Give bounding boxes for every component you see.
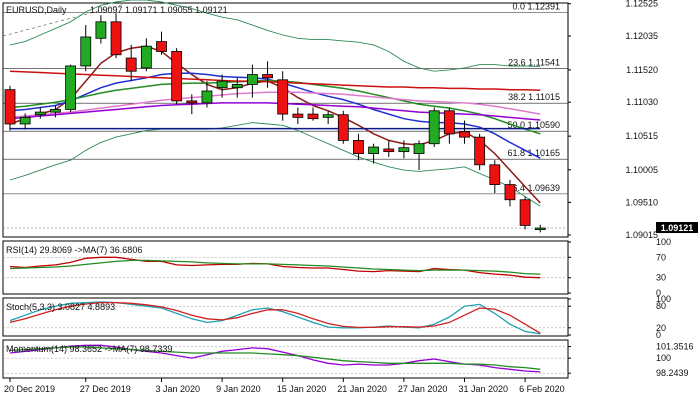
price-tick-label: 1.09015	[625, 230, 658, 240]
price-tick-label: 1.11030	[626, 97, 658, 107]
stoch-tick-label: 80	[656, 301, 666, 311]
price-tick-label: 1.12525	[625, 0, 658, 9]
rsi-tick-label: 0	[656, 288, 661, 298]
time-tick-label: 27 Jan 2020	[398, 384, 448, 394]
time-tick-label: 15 Jan 2020	[277, 384, 327, 394]
candle-body	[216, 80, 228, 89]
rsi-tick-label: 70	[656, 252, 666, 262]
stoch-indicator-label: Stoch(5,3,3) 3.0827 4.8893	[6, 302, 115, 312]
candle-body	[322, 114, 334, 118]
momentum-indicator-label: Momentum(14) 98.3652 ->MA(7) 98.7339	[6, 344, 172, 354]
momentum-tick-label: 98.2439	[656, 368, 689, 378]
candle-body	[246, 74, 258, 85]
stoch-tick-label: 0	[656, 330, 661, 340]
last-price-box	[656, 222, 698, 234]
moving-average-line	[9, 70, 541, 92]
candle-body	[125, 57, 137, 72]
candle-body	[292, 113, 304, 118]
candle-body	[140, 45, 152, 69]
candle-body	[34, 111, 46, 116]
candle-body	[65, 65, 76, 110]
momentum-panel-frame	[2, 339, 569, 379]
rsi-indicator-label: RSI(14) 29.8069 ->MA(7) 36.6806	[6, 245, 142, 255]
fib-level-label: 50.0 1.10590	[507, 120, 560, 130]
stoch-tick-label: 100	[656, 294, 671, 304]
bollinger-lower-line	[9, 122, 541, 207]
fib-level-label: 0.0 1.12391	[512, 2, 560, 12]
time-tick-label: 20 Dec 2019	[4, 384, 55, 394]
stoch-series-line	[9, 301, 541, 334]
candle-body	[353, 140, 364, 155]
candle-body	[337, 114, 349, 141]
price-tick-label: 1.09510	[625, 197, 658, 207]
price-panel-series	[4, 0, 546, 233]
candle-body	[459, 131, 470, 138]
price-tick-label: 1.10515	[625, 131, 658, 141]
bollinger-upper-line	[9, 0, 541, 72]
rsi-tick-label: 30	[656, 273, 666, 283]
time-tick-label: 31 Jan 2020	[459, 384, 509, 394]
candle-body	[171, 51, 183, 102]
price-axis: 1.12525 1.12035 1.11520 1.11030 1.10515 1.100…	[568, 0, 698, 240]
time-tick-label: 3 Jan 2020	[156, 384, 201, 394]
candle-body	[231, 84, 243, 89]
rsi-series-line	[9, 259, 541, 275]
candle-body	[474, 136, 486, 166]
symbol-label: EURUSD,Daily	[6, 5, 67, 15]
time-tick-label: 21 Jan 2020	[337, 384, 387, 394]
candle-body	[307, 113, 319, 120]
stoch-panel-frame	[2, 297, 569, 337]
stoch-tick-label: 20	[656, 323, 666, 333]
candle-body	[519, 199, 531, 226]
momentum-series-line	[9, 344, 541, 373]
candle-body	[504, 184, 516, 201]
candle-body	[156, 41, 167, 52]
fib-level-label: 76.4 1.09639	[507, 183, 560, 193]
candle-body	[428, 110, 440, 145]
candle-body	[368, 146, 380, 155]
price-tick-label: 1.10005	[625, 165, 658, 175]
candle-body	[110, 21, 122, 56]
price-tick-label: 1.11520	[626, 65, 658, 75]
candle-body	[80, 36, 92, 67]
fib-level-label: 38.2 1.11015	[508, 92, 560, 102]
price-panel-grid: 0.0 1.12391 23.6 1.11541 38.2 1.11015 50.0 …	[2, 2, 568, 229]
time-tick-label: 6 Feb 2020	[519, 384, 565, 394]
momentum-series-line	[9, 346, 541, 370]
time-tick-label: 9 Jan 2020	[216, 384, 261, 394]
time-tick-label: 27 Dec 2019	[80, 384, 131, 394]
moving-average-line	[9, 79, 541, 135]
candle-body	[443, 110, 455, 135]
candle-body	[413, 143, 425, 155]
candle-body	[19, 116, 31, 125]
candle-body	[50, 109, 61, 113]
candle-body	[201, 90, 213, 104]
ohlc-values: 1.09097 1.09171 1.09055 1.09121	[90, 5, 228, 15]
candle-body	[383, 148, 395, 153]
rsi-tick-label: 100	[656, 237, 671, 247]
last-price-label: 1.09121	[661, 223, 694, 233]
candle-body	[186, 100, 198, 104]
candle-body	[95, 21, 107, 39]
candle-body	[262, 74, 273, 79]
fib-level-label: 61.8 1.10165	[507, 148, 560, 158]
momentum-tick-label: 100	[656, 353, 671, 363]
candle-body	[398, 147, 410, 153]
price-tick-label: 1.12035	[625, 31, 658, 41]
momentum-tick-label: 101.3516	[656, 342, 694, 352]
time-axis: 20 Dec 2019 27 Dec 2019 3 Jan 2020 9 Jan 20…	[4, 378, 565, 394]
candle-body	[4, 89, 16, 125]
candle-body	[277, 79, 289, 115]
candle-body	[534, 227, 546, 231]
price-panel-frame	[2, 2, 569, 238]
rsi-panel-frame	[2, 240, 569, 295]
moving-average-line	[9, 91, 541, 119]
candle-body	[489, 164, 501, 185]
fib-level-label: 23.6 1.11541	[508, 58, 560, 68]
